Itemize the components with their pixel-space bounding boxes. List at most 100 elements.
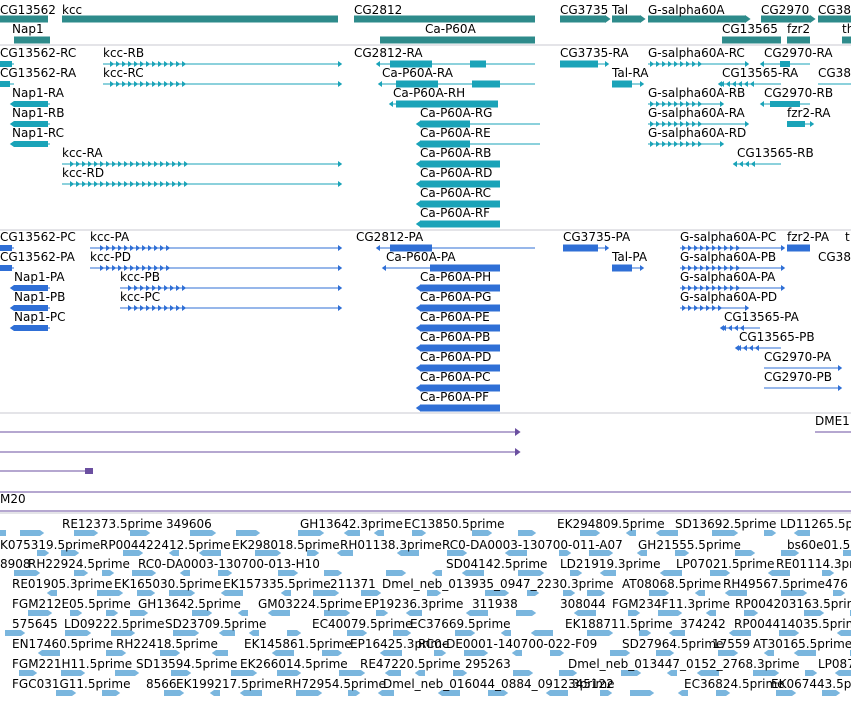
transcript-label[interactable]: kcc-RD	[62, 166, 105, 180]
est-label[interactable]: EC13850.5prime	[404, 517, 505, 531]
protein-label[interactable]: fzr2-PA	[787, 230, 830, 244]
est-label[interactable]: FGM234F11.3prime	[612, 597, 731, 611]
protein-label[interactable]: Nap1-PC	[14, 310, 66, 324]
est-label[interactable]: LD09222.5prime	[64, 617, 165, 631]
est-label[interactable]: RH22418.5prime	[116, 637, 218, 651]
est-label[interactable]: RE01114.3prime	[776, 557, 851, 571]
est-label[interactable]: 311938	[472, 597, 518, 611]
est-label[interactable]: 349606	[166, 517, 212, 531]
est-label[interactable]: RP004203163.5prime	[735, 597, 851, 611]
gene-label[interactable]: Ca-P60A	[425, 22, 476, 36]
gene-label[interactable]: th	[842, 22, 851, 36]
transcript-label[interactable]: G-salpha60A-RA	[648, 106, 745, 120]
est-label[interactable]: FGM221H11.5prime	[12, 657, 133, 671]
est-label[interactable]: EK188711.5prime	[565, 617, 673, 631]
est-label[interactable]: EN17460.5prime	[12, 637, 114, 651]
alignment-label[interactable]: M20	[0, 492, 26, 506]
est-label[interactable]: RC0-DA0003-130700-011-A07	[442, 538, 623, 552]
gene-label[interactable]: CG38	[818, 3, 851, 17]
gene-label[interactable]: CG13565	[722, 22, 778, 36]
est-label[interactable]: EC37669.5prime	[410, 617, 511, 631]
est-label[interactable]: RH22924.5prime	[28, 557, 130, 571]
protein-label[interactable]: CG2970-PA	[764, 350, 832, 364]
transcript-label[interactable]: kcc-RC	[103, 66, 144, 80]
est-label[interactable]: SD27964.5prime	[622, 637, 724, 651]
protein-label[interactable]: Ca-P60A-PA	[386, 250, 456, 264]
est-label[interactable]: EK067443.5prime	[771, 677, 851, 691]
gene-label[interactable]: fzr2	[787, 22, 811, 36]
protein-label[interactable]: Ca-P60A-PE	[420, 310, 490, 324]
protein-label[interactable]: Ca-P60A-PD	[420, 350, 492, 364]
protein-label[interactable]: Ca-P60A-PH	[420, 270, 492, 284]
transcript-label[interactable]: Ca-P60A-RH	[393, 86, 466, 100]
protein-label[interactable]: kcc-PD	[90, 250, 131, 264]
est-label[interactable]: LD11265.5prime	[780, 517, 851, 531]
protein-label[interactable]: CG13565-PB	[739, 330, 815, 344]
protein-label[interactable]: CG3735-PA	[563, 230, 631, 244]
protein-label[interactable]: Ca-P60A-PC	[420, 370, 491, 384]
est-label[interactable]: GH13642.5prime	[138, 597, 241, 611]
protein-label[interactable]: kcc-PB	[120, 270, 160, 284]
transcript-label[interactable]: kcc-RB	[103, 46, 145, 60]
est-label[interactable]: RP004414035.5prime	[734, 617, 851, 631]
est-label[interactable]: bs60e01.5prime	[787, 538, 851, 552]
transcript-label[interactable]: kcc-RA	[62, 146, 103, 160]
protein-label[interactable]: Ca-P60A-PG	[420, 290, 492, 304]
gene-label[interactable]: CG2812	[354, 3, 403, 17]
est-label[interactable]: SD13692.5prime	[675, 517, 777, 531]
transcript-label[interactable]: CG13562-RA	[0, 66, 77, 80]
transcript-label[interactable]: Ca-P60A-RC	[420, 186, 491, 200]
protein-label[interactable]: CG13565-PA	[724, 310, 799, 324]
est-label[interactable]: 17559	[712, 637, 751, 651]
transcript-label[interactable]: CG2970-RA	[764, 46, 833, 60]
transcript-label[interactable]: Ca-P60A-RF	[420, 206, 491, 220]
protein-label[interactable]: CG38	[818, 250, 851, 264]
est-label[interactable]: 575645	[12, 617, 58, 631]
transcript-label[interactable]: Nap1-RA	[12, 86, 64, 100]
est-label[interactable]: RH01138.3prime	[340, 538, 442, 552]
est-label[interactable]: RC0-DE0001-140700-022-F09	[418, 637, 598, 651]
transcript-label[interactable]: CG3735-RA	[560, 46, 629, 60]
est-label[interactable]: 476	[825, 577, 848, 591]
est-label[interactable]: SD13594.5prime	[136, 657, 238, 671]
est-label[interactable]: RE12373.5prime	[62, 517, 163, 531]
protein-label[interactable]: Nap1-PB	[14, 290, 66, 304]
est-label[interactable]: EK298018.5prime	[232, 538, 340, 552]
gene-label[interactable]: CG13562	[0, 3, 56, 17]
gene-label[interactable]: Tal	[612, 3, 629, 17]
transcript-label[interactable]: CG38	[818, 66, 851, 80]
est-label[interactable]: FGM212E05.5prime	[12, 597, 131, 611]
gene-label[interactable]: kcc	[62, 3, 83, 17]
protein-label[interactable]: kcc-PA	[90, 230, 130, 244]
est-label[interactable]: GM03224.5prime	[258, 597, 363, 611]
est-label[interactable]: RE47220.5prime	[360, 657, 461, 671]
est-label[interactable]: AT30165.5prime	[753, 637, 851, 651]
est-label[interactable]: EC36824.5prime	[684, 677, 785, 691]
est-label[interactable]: RE01905.3prime	[12, 577, 113, 591]
transcript-label[interactable]: Nap1-RC	[12, 126, 65, 140]
est-label[interactable]: EK157335.5prime	[223, 577, 331, 591]
est-label[interactable]: EP19236.3prime	[364, 597, 464, 611]
gene-label[interactable]: Nap1	[12, 22, 44, 36]
transcript-label[interactable]: G-salpha60A-RB	[648, 86, 746, 100]
protein-label[interactable]: Ca-P60A-PB	[420, 330, 491, 344]
transcript-label[interactable]: G-salpha60A-RD	[648, 126, 747, 140]
protein-label[interactable]: kcc-PC	[120, 290, 161, 304]
protein-label[interactable]: t	[845, 230, 850, 244]
est-label[interactable]: EP16425.3prime	[350, 637, 450, 651]
transcript-label[interactable]: CG13562-RC	[0, 46, 77, 60]
est-label[interactable]: EC40079.5prime	[312, 617, 413, 631]
alignment-label[interactable]: DME1	[815, 414, 850, 428]
est-label[interactable]: EK199217.5prime	[176, 677, 284, 691]
protein-label[interactable]: G-salpha60A-PB	[680, 250, 777, 264]
est-label[interactable]: 374242	[680, 617, 726, 631]
est-label[interactable]: EK145861.5prime	[244, 637, 352, 651]
protein-label[interactable]: Ca-P60A-PF	[420, 390, 489, 404]
transcript-label[interactable]: CG13565-RA	[722, 66, 799, 80]
transcript-label[interactable]: CG2970-RB	[764, 86, 834, 100]
protein-label[interactable]: CG13562-PC	[0, 230, 76, 244]
est-label[interactable]: GH13642.3prime	[300, 517, 403, 531]
est-label[interactable]: RP004422412.5prime	[100, 538, 231, 552]
est-label[interactable]: EK266014.5prime	[240, 657, 348, 671]
